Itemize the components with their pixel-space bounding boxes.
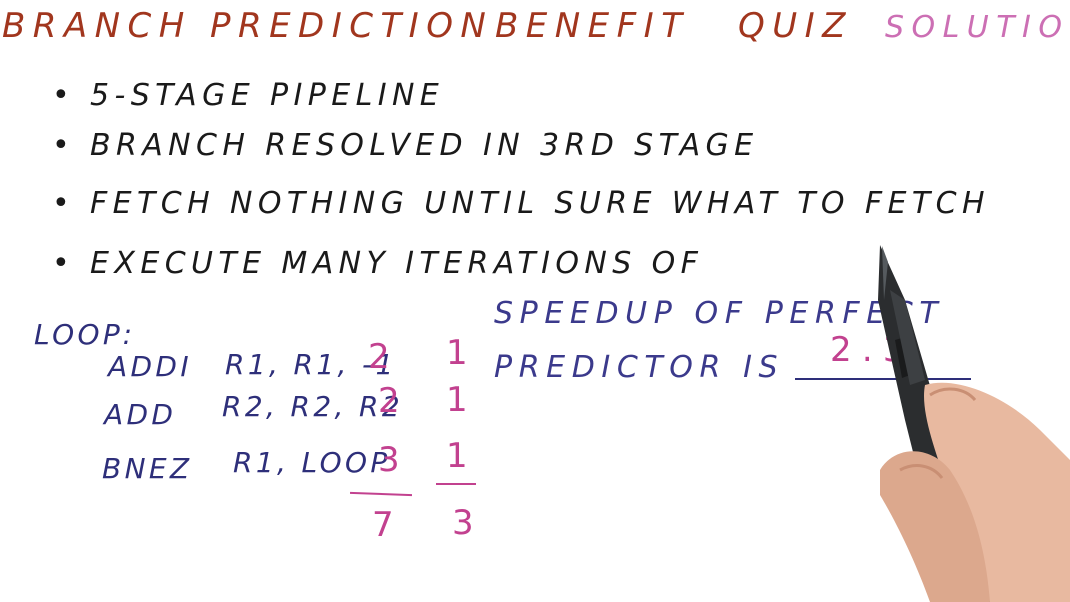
ideal-value: 1 bbox=[446, 380, 468, 420]
title-word-quiz: QUIZ bbox=[738, 6, 853, 46]
cycles-value: 3 bbox=[378, 440, 400, 480]
loop-label: LOOP: bbox=[34, 318, 136, 351]
speedup-label-line2: PREDICTOR IS bbox=[494, 350, 785, 385]
code-row-args: R1, LOOP bbox=[233, 446, 391, 479]
answer-underline bbox=[795, 378, 971, 380]
ideal-value: 1 bbox=[446, 436, 468, 476]
cycles-value: 2 bbox=[378, 381, 400, 421]
title-word-branch: BRANCH bbox=[2, 6, 192, 46]
page-title: BRANCH PREDICTION BENEFIT QUIZ SOLUTION bbox=[0, 6, 1070, 56]
code-row-args: R1, R1, -1 bbox=[225, 348, 397, 381]
title-word-benefit: BENEFIT bbox=[495, 6, 690, 46]
bullet-execute-iterations: • EXECUTE MANY ITERATIONS OF bbox=[52, 246, 704, 281]
title-word-solution: SOLUTION bbox=[885, 10, 1070, 45]
code-row-op: ADD bbox=[104, 398, 177, 431]
code-row-args: R2, R2, R2 bbox=[222, 390, 404, 423]
code-row-op: BNEZ bbox=[102, 452, 193, 485]
speedup-label-line1: SPEEDUP OF PERFECT bbox=[494, 296, 945, 331]
ideal-sum-line bbox=[436, 483, 476, 485]
title-word-prediction: PREDICTION bbox=[210, 6, 494, 46]
cycles-value: 2 bbox=[368, 337, 390, 377]
code-row-op: ADDI bbox=[108, 350, 192, 383]
bullet-fetch-nothing: • FETCH NOTHING UNTIL SURE WHAT TO FETCH bbox=[52, 186, 990, 221]
bullet-pipeline: • 5-STAGE PIPELINE bbox=[52, 78, 445, 113]
ideal-value: 1 bbox=[446, 333, 468, 373]
ideal-total: 3 bbox=[452, 503, 474, 543]
bullet-branch-resolved: • BRANCH RESOLVED IN 3RD STAGE bbox=[52, 128, 759, 163]
cycles-total: 7 bbox=[372, 505, 394, 545]
